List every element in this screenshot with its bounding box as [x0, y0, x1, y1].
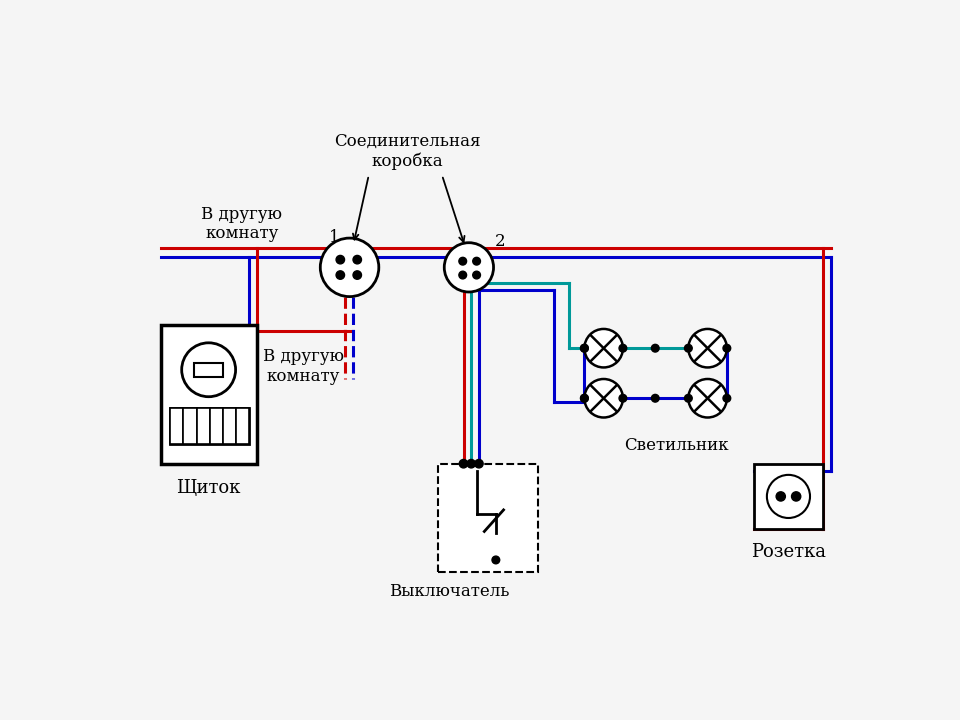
Circle shape: [688, 379, 727, 418]
Circle shape: [492, 556, 500, 564]
Text: Соединительная
коробка: Соединительная коробка: [334, 132, 481, 170]
Circle shape: [459, 459, 468, 468]
Text: Розетка: Розетка: [751, 543, 826, 561]
Circle shape: [459, 271, 467, 279]
Circle shape: [181, 343, 235, 397]
Bar: [170, 408, 183, 444]
Bar: [197, 408, 210, 444]
Text: 1: 1: [329, 229, 340, 246]
Circle shape: [444, 243, 493, 292]
Circle shape: [472, 257, 480, 265]
Circle shape: [723, 395, 731, 402]
Circle shape: [336, 256, 345, 264]
Bar: [754, 464, 823, 529]
Text: В другую
комнату: В другую комнату: [263, 348, 344, 384]
Circle shape: [581, 395, 588, 402]
Circle shape: [459, 257, 467, 265]
Bar: [170, 408, 250, 444]
Text: 2: 2: [494, 233, 505, 251]
Circle shape: [353, 271, 362, 279]
Bar: [210, 408, 223, 444]
Circle shape: [619, 344, 627, 352]
Circle shape: [321, 238, 379, 297]
Circle shape: [767, 475, 810, 518]
Bar: [194, 363, 224, 377]
Circle shape: [652, 344, 660, 352]
Text: В другую
комнату: В другую комнату: [202, 206, 282, 243]
Circle shape: [585, 329, 623, 367]
Circle shape: [792, 492, 801, 501]
Text: Выключатель: Выключатель: [390, 583, 510, 600]
Bar: [183, 408, 197, 444]
Circle shape: [581, 344, 588, 352]
Circle shape: [688, 329, 727, 367]
Circle shape: [652, 395, 660, 402]
Bar: [438, 464, 539, 572]
Circle shape: [776, 492, 785, 501]
Text: Щиток: Щиток: [177, 479, 241, 497]
Bar: [223, 408, 236, 444]
Circle shape: [581, 395, 588, 402]
Circle shape: [585, 379, 623, 418]
Circle shape: [472, 271, 480, 279]
Circle shape: [467, 459, 475, 468]
Circle shape: [723, 344, 731, 352]
Circle shape: [474, 459, 483, 468]
Circle shape: [336, 271, 345, 279]
Circle shape: [353, 256, 362, 264]
Text: Светильник: Светильник: [625, 437, 729, 454]
Circle shape: [684, 395, 692, 402]
Circle shape: [581, 344, 588, 352]
Bar: [161, 325, 257, 464]
Bar: [236, 408, 250, 444]
Circle shape: [619, 395, 627, 402]
Circle shape: [684, 344, 692, 352]
